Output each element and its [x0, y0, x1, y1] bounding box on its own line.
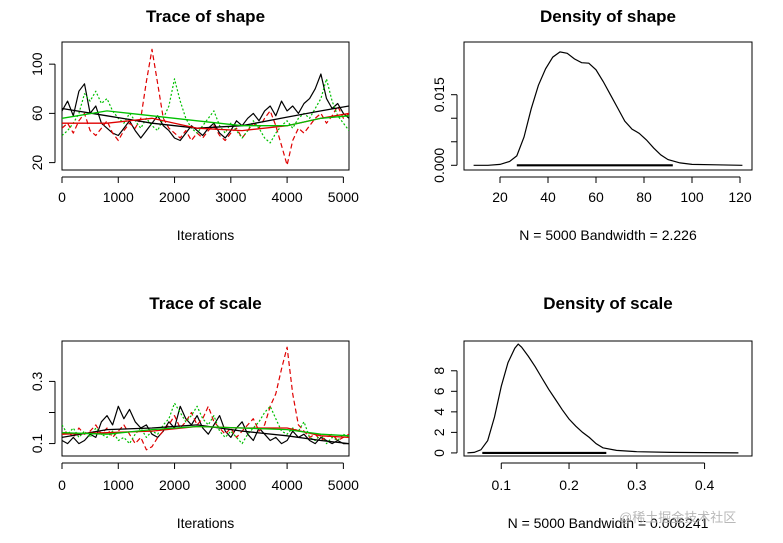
density-shape-x-tick-label: 80 [636, 189, 652, 205]
trace-shape-data [62, 48, 349, 166]
trace-scale-data [62, 346, 349, 451]
trace-scale-chain-3 [62, 402, 349, 445]
density-scale-frame [463, 340, 753, 457]
density-scale-x-tick-label: 0.4 [695, 477, 715, 493]
trace-scale-y-tick-label: 0.3 [29, 371, 45, 391]
density-shape-x-tick-label: 120 [728, 189, 752, 205]
density-shape-x-tick-label: 60 [588, 189, 604, 205]
trace-shape-x-tick-label: 0 [58, 189, 66, 205]
density-scale-y-tick-label: 0 [431, 449, 447, 457]
trace-shape-x-tick-label: 2000 [159, 189, 190, 205]
density-shape-x-tick-label: 40 [540, 189, 556, 205]
density-shape-density-curve [473, 51, 743, 166]
density-shape-x-label: N = 5000 Bandwidth = 2.226 [519, 227, 697, 243]
trace-shape-chain-3 [62, 78, 349, 144]
density-scale-y-tick-label: 2 [431, 428, 447, 436]
trace-shape-chain-2 [62, 48, 349, 166]
density-shape-x-tick-label: 100 [680, 189, 704, 205]
density-shape-y-tick-label: 0.015 [431, 77, 447, 112]
density-shape-panel: Density of shape 20 40 60 80 100 120 N = 5000 B… [431, 7, 753, 243]
density-scale-y-tick-label: 4 [431, 408, 447, 416]
trace-scale-x-tick-label: 5000 [328, 477, 359, 493]
trace-shape-x-tick-label: 5000 [328, 189, 359, 205]
trace-shape-y-tick-label: 20 [29, 155, 45, 171]
trace-shape-x-label: Iterations [177, 227, 235, 243]
trace-shape-x-tick-label: 4000 [272, 189, 303, 205]
trace-shape-y-tick-label: 100 [29, 52, 45, 76]
density-scale-density-curve [467, 343, 739, 454]
density-scale-x-label: N = 5000 Bandwidth = 0.006241 [508, 515, 709, 531]
trace-shape-title: Trace of shape [146, 7, 265, 26]
trace-scale-frame [61, 340, 350, 457]
density-shape-data [473, 51, 743, 167]
density-shape-y-tick-label: 0.000 [431, 148, 447, 183]
trace-scale-smooth-3 [62, 425, 349, 437]
trace-shape-chain-1 [62, 73, 349, 142]
trace-scale-x-tick-label: 0 [58, 477, 66, 493]
trace-shape-panel: Trace of shape 0 1000 2000 3000 4000 5000 Itera… [29, 7, 359, 243]
trace-scale-x-tick-label: 3000 [215, 477, 246, 493]
trace-scale-x-tick-label: 1000 [103, 477, 134, 493]
trace-scale-smooth-1 [62, 424, 349, 445]
trace-scale-title: Trace of scale [149, 294, 261, 313]
trace-scale-x-label: Iterations [177, 515, 235, 531]
trace-scale-x-tick-label: 2000 [159, 477, 190, 493]
density-scale-title: Density of scale [543, 294, 672, 313]
density-scale-x-tick-label: 0.1 [492, 477, 512, 493]
density-scale-y-tick-label: 6 [431, 387, 447, 395]
density-scale-data [467, 343, 739, 455]
trace-scale-x-tick-label: 4000 [272, 477, 303, 493]
density-shape-x-tick-label: 20 [492, 189, 508, 205]
trace-shape-smooth-3 [62, 110, 349, 127]
density-scale-y-tick-label: 8 [431, 367, 447, 375]
density-scale-panel: Density of scale 0.1 0.2 0.3 0.4 N = 5000 Ban… [431, 294, 753, 531]
density-scale-x-tick-label: 0.3 [627, 477, 647, 493]
trace-shape-x-tick-label: 1000 [103, 189, 134, 205]
trace-shape-frame [61, 41, 350, 171]
trace-scale-chain-1 [62, 405, 349, 445]
trace-shape-smooth-1 [62, 105, 349, 129]
density-shape-frame [463, 41, 753, 171]
density-shape-title: Density of shape [540, 7, 676, 26]
trace-shape-x-tick-label: 3000 [215, 189, 246, 205]
trace-shape-y-tick-label: 60 [29, 105, 45, 121]
trace-scale-panel: Trace of scale 0 1000 2000 3000 4000 5000 Itera… [29, 294, 359, 531]
trace-scale-y-tick-label: 0.1 [29, 434, 45, 454]
density-scale-x-tick-label: 0.2 [559, 477, 579, 493]
